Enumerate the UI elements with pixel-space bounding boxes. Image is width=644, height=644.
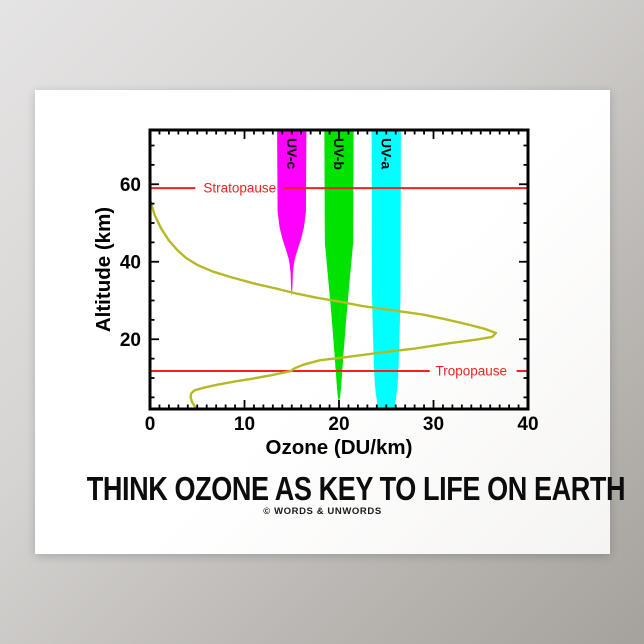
x-axis-title: Ozone (DU/km): [266, 436, 413, 459]
uv-band-uv-c: [277, 130, 307, 296]
reference-label-stratopause: Stratopause: [203, 181, 276, 196]
x-tick-label-40: 40: [517, 414, 538, 435]
x-axis-ticks: [149, 130, 529, 409]
y-axis-ticks: [150, 144, 528, 399]
uv-band-label-uv-c: UV-c: [284, 138, 300, 169]
poster-title: THINK OZONE AS KEY TO LIFE ON EARTH: [86, 470, 626, 507]
uv-band-label-uv-a: UV-a: [378, 138, 394, 169]
poster-credit: © WORDS & UNWORDS: [263, 506, 382, 517]
y-tick-label-20: 20: [120, 330, 141, 351]
uv-band-label-uv-b: UV-b: [331, 138, 347, 170]
uv-band-uv-b: [324, 130, 354, 403]
x-tick-label-0: 0: [145, 414, 156, 435]
chart-svg: Stratopause Tropopause 0 10 20 30 40 20 40 60 Ozon…: [92, 128, 539, 459]
y-tick-label-60: 60: [120, 175, 141, 196]
x-tick-label-20: 20: [328, 414, 349, 435]
y-axis-title: Altitude (km): [92, 207, 115, 332]
plot-area: [150, 130, 528, 409]
ozone-concentration-curve: [150, 198, 498, 409]
reference-label-tropopause: Tropopause: [436, 364, 508, 379]
poster: Stratopause Tropopause 0 10 20 30 40 20 40 60 Ozon…: [35, 90, 626, 554]
x-tick-label-10: 10: [234, 414, 255, 435]
y-tick-label-40: 40: [120, 252, 141, 273]
x-tick-label-30: 30: [423, 414, 444, 435]
ozone-altitude-chart: Stratopause Tropopause 0 10 20 30 40 20 40 60 Ozon…: [90, 118, 556, 463]
uv-band-uv-a: [371, 130, 401, 409]
